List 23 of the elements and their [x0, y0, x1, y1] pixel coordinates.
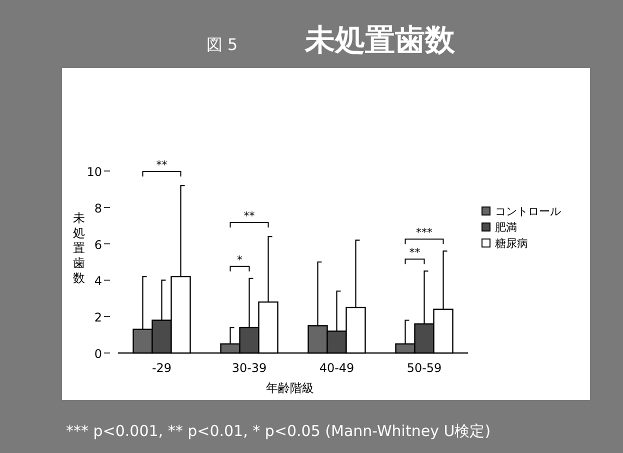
- x-tick-label: 40-49: [319, 361, 354, 375]
- legend-label: 肥満: [495, 221, 517, 234]
- y-tick-label: 2: [94, 310, 102, 325]
- y-tick-label: 0: [94, 347, 102, 361]
- x-tick-label: 50-59: [406, 361, 442, 375]
- caption: 図 5: [206, 35, 238, 54]
- x-tick-label: -29: [152, 361, 172, 375]
- y-tick-label: 10: [86, 165, 102, 179]
- text: *** p<0.001, ** p<0.01, * p<0.05 (Mann-Whitney U検定): [66, 422, 491, 440]
- annotation: *: [237, 253, 243, 266]
- chart-title: 未処置歯数: [304, 23, 456, 58]
- y-tick-label: 6: [94, 238, 102, 252]
- y-tick-label: 4: [94, 274, 102, 288]
- x-tick-label: 30-39: [232, 361, 267, 375]
- annotation: ***: [416, 226, 433, 240]
- y-tick-label: 8: [94, 201, 102, 216]
- annotation: **: [409, 246, 421, 260]
- annotation: **: [156, 158, 168, 172]
- x-axis-title: 年齢階級: [266, 381, 314, 395]
- legend-label: コントロール: [495, 205, 561, 218]
- y-axis-title: 未処置歯数: [73, 211, 85, 285]
- legend-label: 糖尿病: [495, 237, 528, 250]
- annotation: **: [244, 210, 256, 223]
